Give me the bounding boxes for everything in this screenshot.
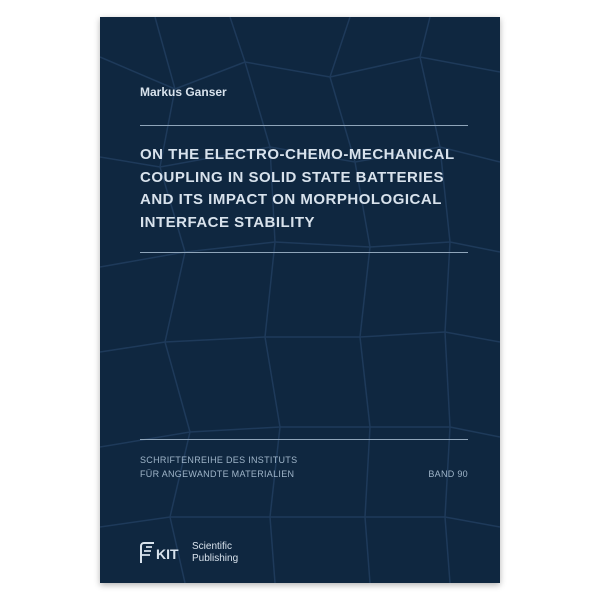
spacer bbox=[140, 253, 468, 439]
book-cover: Markus Ganser ON THE ELECTRO-CHEMO-MECHA… bbox=[100, 17, 500, 583]
publisher-block: KIT Scientific Publishing bbox=[140, 541, 468, 565]
book-title: ON THE ELECTRO-CHEMO-MECHANICAL COUPLING… bbox=[140, 144, 468, 234]
series-row: SCHRIFTENREIHE DES INSTITUTS FÜR ANGEWAN… bbox=[140, 454, 468, 481]
svg-text:KIT: KIT bbox=[156, 546, 179, 562]
title-line-1: ON THE ELECTRO-CHEMO-MECHANICAL bbox=[140, 144, 468, 167]
divider-bottom bbox=[140, 439, 468, 440]
band-number: BAND 90 bbox=[428, 468, 468, 482]
series-line-1: SCHRIFTENREIHE DES INSTITUTS bbox=[140, 454, 297, 468]
divider-top bbox=[140, 125, 468, 126]
author-name: Markus Ganser bbox=[140, 85, 468, 99]
kit-logo-icon: KIT bbox=[140, 542, 186, 564]
publisher-text: Scientific Publishing bbox=[192, 541, 238, 565]
title-line-3: AND ITS IMPACT ON MORPHOLOGICAL bbox=[140, 189, 468, 212]
series-label: SCHRIFTENREIHE DES INSTITUTS FÜR ANGEWAN… bbox=[140, 454, 297, 481]
title-line-2: COUPLING IN SOLID STATE BATTERIES bbox=[140, 167, 468, 190]
series-line-2: FÜR ANGEWANDTE MATERIALIEN bbox=[140, 468, 297, 482]
content-area: Markus Ganser ON THE ELECTRO-CHEMO-MECHA… bbox=[100, 17, 500, 583]
title-line-4: INTERFACE STABILITY bbox=[140, 212, 468, 235]
publisher-line-2: Publishing bbox=[192, 553, 238, 565]
publisher-line-1: Scientific bbox=[192, 541, 238, 553]
